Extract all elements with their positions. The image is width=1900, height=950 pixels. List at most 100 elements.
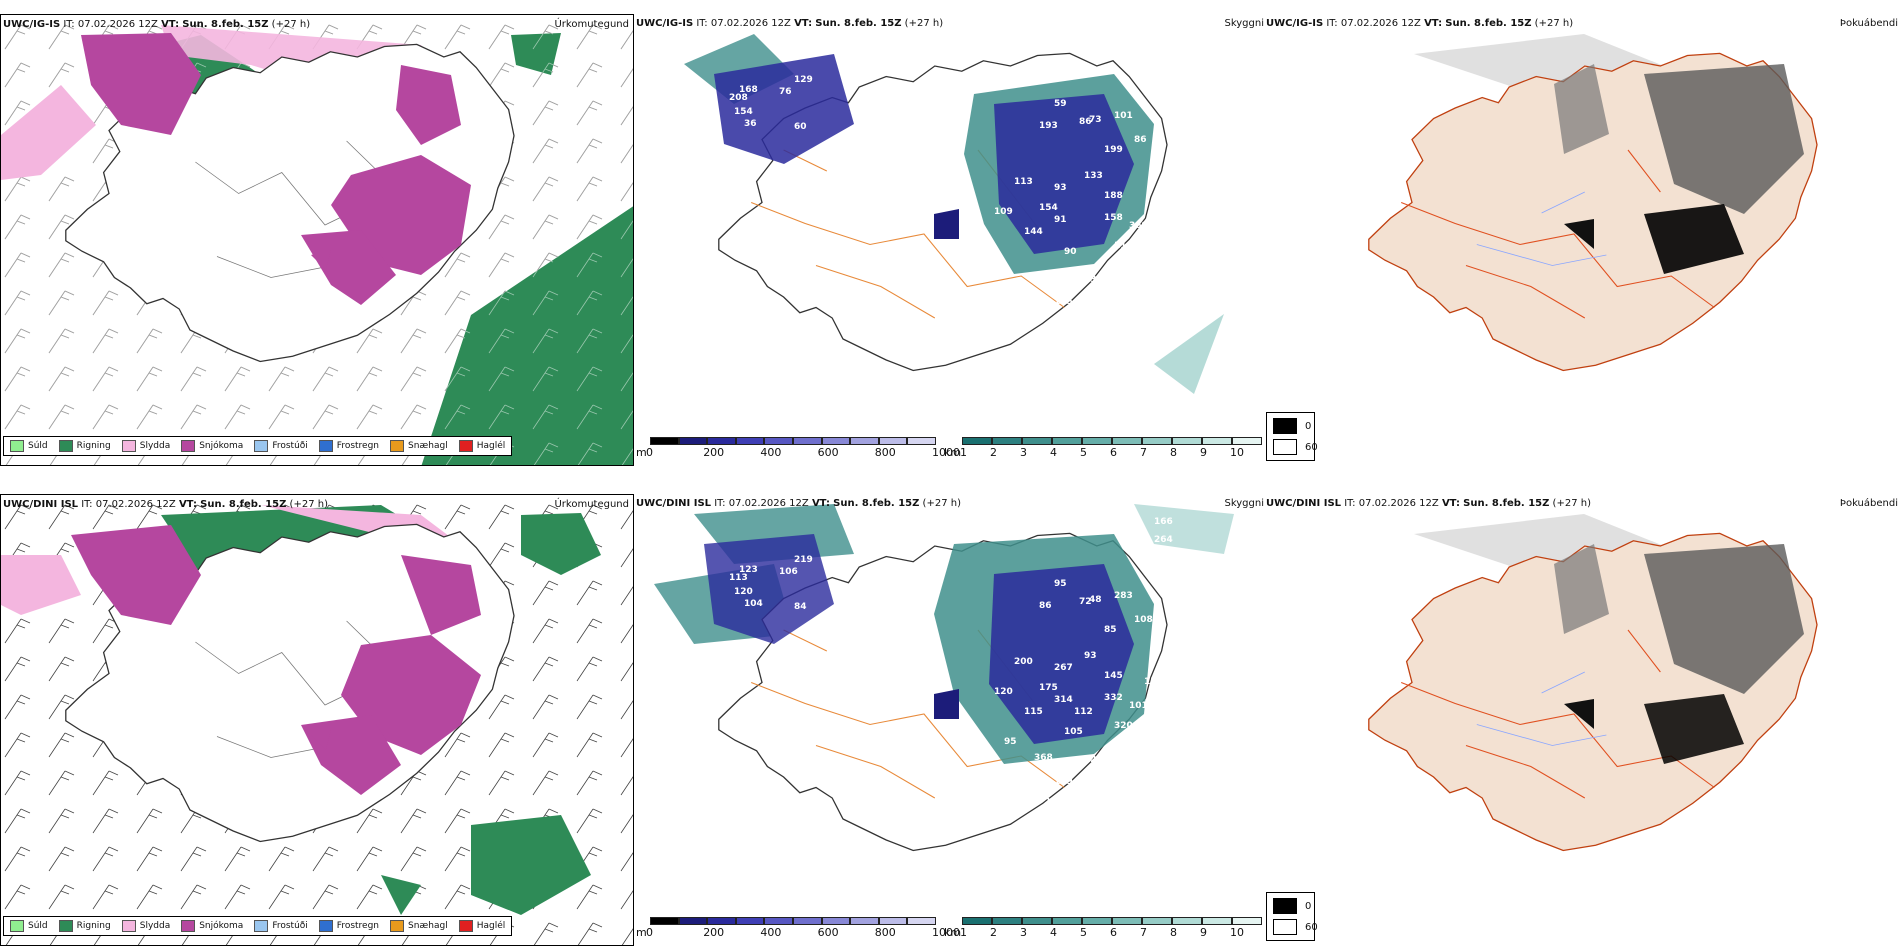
- colorbar-segment: [962, 917, 992, 925]
- cloud-base-value: 115: [1024, 707, 1043, 717]
- colorbar-tick: 800: [874, 446, 896, 459]
- fog-area: [1554, 64, 1609, 154]
- colorbar-segment: [1052, 917, 1082, 925]
- precip-legend-item: Frostregn: [318, 920, 380, 932]
- colorbar-tick: 5: [1080, 446, 1087, 459]
- colorbar-segment: [650, 917, 679, 925]
- fog-area: [1644, 204, 1744, 274]
- panel-title-cloud: Skyggni: [1224, 498, 1264, 509]
- cloud-base-value: 93: [1054, 183, 1067, 193]
- cloud-base-value: 86: [1114, 267, 1127, 277]
- precip-legend-item: Slydda: [121, 920, 171, 932]
- cloud-base-value: 86: [1079, 117, 1092, 127]
- cloud-base-value: 172: [1134, 737, 1153, 747]
- precip-legend-item: Rigning: [58, 920, 111, 932]
- snow-area: [311, 250, 331, 270]
- cloud-base-value: 219: [794, 555, 813, 565]
- precip-legend-item: Snæhagl: [390, 440, 448, 452]
- colorbar-tick: 1: [960, 926, 967, 939]
- precip-legend: Súld Rigning Slydda Snjókoma Frostúði Frostre…: [3, 916, 513, 936]
- fog-area: [1644, 64, 1804, 214]
- precip-legend-label: Frostregn: [336, 441, 380, 451]
- cloud-base-value: 91: [1054, 215, 1067, 225]
- precip-legend: Súld Rigning Slydda Snjókoma Frostúði Frostre…: [3, 436, 513, 456]
- precip-legend-swatch: [58, 920, 73, 932]
- colorbar-segment: [850, 917, 879, 925]
- cloud-base-value: 36: [744, 119, 757, 129]
- panel-header: UWC/IG-IS IT: 07.02.2026 12Z VT: Sun. 8.…: [1266, 18, 1574, 29]
- cloud-base-value: 14: [859, 125, 872, 135]
- colorbar-segment: [1022, 437, 1052, 445]
- cloud-panel-1: 166 264 219 123 106 113 120 104 84 64 137 95 48 283 86…: [634, 494, 1264, 946]
- cloud-base-value: 85: [1104, 625, 1117, 635]
- precip-legend-swatch: [181, 920, 196, 932]
- colorbar-tick: 0: [646, 446, 653, 459]
- precip-type-panel-1: UWC/DINI ISL IT: 07.02.2026 12Z VT: Sun.…: [0, 494, 634, 946]
- colorbar-tick: 600: [817, 926, 839, 939]
- cloud-base-value: 133: [1084, 171, 1103, 181]
- cloud-base-value: 179: [1054, 777, 1073, 787]
- cloud-base-value: 59: [1054, 99, 1067, 109]
- cloud-base-value: 241: [1104, 797, 1123, 807]
- precip-legend-swatch: [458, 920, 473, 932]
- panel-title-cloud: Skyggni: [1224, 18, 1264, 29]
- cloud-base-value: 210: [1044, 797, 1063, 807]
- colorbar-tick: 6: [1110, 446, 1117, 459]
- fog-map: [1368, 34, 1818, 372]
- cloud-base-value: 101: [1129, 701, 1148, 711]
- panel-header: UWC/IG-IS IT: 07.02.2026 12Z VT: Sun. 8.…: [636, 18, 944, 29]
- colorbar-unit: km: [944, 926, 962, 939]
- precip-legend-label: Haglél: [476, 921, 506, 931]
- cloud-base-value: 153: [1144, 677, 1163, 687]
- visibility-colorbar-0: km 1 2 3 4 5 6 7 8 9 10: [944, 437, 1264, 459]
- visibility-colorbar-1: km 1 2 3 4 5 6 7 8 9 10: [944, 917, 1264, 939]
- colorbar-segment: [1082, 917, 1112, 925]
- colorbar-tick: 2: [990, 926, 997, 939]
- colorbar-tick: 10: [1230, 446, 1244, 459]
- cloud-base-value: 90: [1064, 247, 1077, 257]
- precip-legend-swatch: [458, 440, 473, 452]
- precip-legend-swatch: [390, 920, 405, 932]
- cloud-base-value: 369: [1129, 221, 1148, 231]
- colorbar-segment: [1082, 437, 1112, 445]
- colorbar-segment: [1142, 917, 1172, 925]
- colorbar-tick: 200: [703, 446, 725, 459]
- cloud-base-value: 128: [1084, 755, 1103, 765]
- cloud-base-value: 95: [1004, 737, 1017, 747]
- cloud-base-value: 72: [1079, 597, 1092, 607]
- colorbar-segment: [650, 437, 679, 445]
- fog-panel-0: UWC/IG-IS IT: 07.02.2026 12Z VT: Sun. 8.…: [1264, 14, 1900, 466]
- precip-legend-swatch: [254, 440, 269, 452]
- colorbar-tick: 3: [1020, 446, 1027, 459]
- colorbar-unit: m: [636, 926, 647, 939]
- colorbar-segment: [1142, 437, 1172, 445]
- cloud-panel-0: 186 385 129 168 76 208 154 36 60 501 14 59 73 101 193 8…: [634, 14, 1264, 466]
- cloud-base-value: 283: [1114, 591, 1133, 601]
- precip-legend-swatch: [10, 440, 24, 452]
- cloud-base-value: 88: [1174, 163, 1187, 173]
- precip-legend-label: Snjókoma: [199, 441, 244, 451]
- cloud-base-value: 112: [1074, 707, 1093, 717]
- colorbar-segment: [707, 437, 736, 445]
- precip-legend-item: Snjókoma: [181, 440, 243, 452]
- colorbar-segment: [992, 437, 1022, 445]
- colorbar-segment: [793, 437, 822, 445]
- precip-legend-label: Rigning: [76, 921, 111, 931]
- colorbar-segment: [1172, 437, 1202, 445]
- precip-legend-label: Slydda: [139, 921, 171, 931]
- cloud-base-value: 95: [1054, 579, 1067, 589]
- cloud-base-labels: 166 264 219 123 106 113 120 104 84 64 137 95 48 283 86…: [674, 517, 1187, 807]
- colorbar-tick: 3: [1020, 926, 1027, 939]
- colorbar-segment: [962, 437, 992, 445]
- colorbar-segment: [821, 437, 851, 445]
- cloud-base-value: 385: [1154, 55, 1173, 65]
- precip-legend-item: Slydda: [121, 440, 170, 452]
- cloud-base-value: 175: [1054, 297, 1073, 307]
- precip-legend-label: Frostregn: [336, 921, 380, 931]
- precip-legend-swatch: [58, 440, 73, 452]
- cloud-base-value: 64: [674, 639, 687, 649]
- colorbar-segment: [850, 437, 879, 445]
- cloud-base-value: 267: [1054, 663, 1073, 673]
- cloud-base-value: 104: [744, 599, 763, 609]
- cloud-base-value: 175: [1039, 683, 1058, 693]
